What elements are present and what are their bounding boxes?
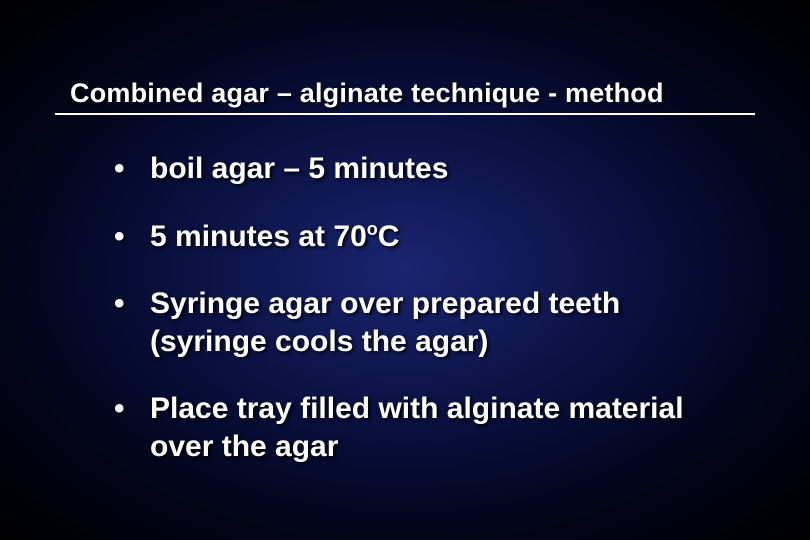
bullet-text: Syringe agar over prepared teeth (syring… xyxy=(150,285,730,360)
bullet-dot-icon: • xyxy=(110,285,150,323)
title-underline xyxy=(55,113,755,115)
bullet-dot-icon: • xyxy=(110,390,150,428)
list-item: • boil agar – 5 minutes xyxy=(110,150,730,188)
list-item: • Place tray filled with alginate materi… xyxy=(110,390,730,465)
bullet-text: boil agar – 5 minutes xyxy=(150,150,730,188)
bullet-dot-icon: • xyxy=(110,150,150,188)
bullet-list: • boil agar – 5 minutes • 5 minutes at 7… xyxy=(110,150,730,495)
bullet-dot-icon: • xyxy=(110,218,150,256)
slide-container: Combined agar – alginate technique - met… xyxy=(0,0,810,540)
bullet-text: Place tray filled with alginate material… xyxy=(150,390,730,465)
list-item: • 5 minutes at 70oC xyxy=(110,218,730,256)
slide-title: Combined agar – alginate technique - met… xyxy=(70,78,664,109)
list-item: • Syringe agar over prepared teeth (syri… xyxy=(110,285,730,360)
bullet-text: 5 minutes at 70oC xyxy=(150,218,730,256)
